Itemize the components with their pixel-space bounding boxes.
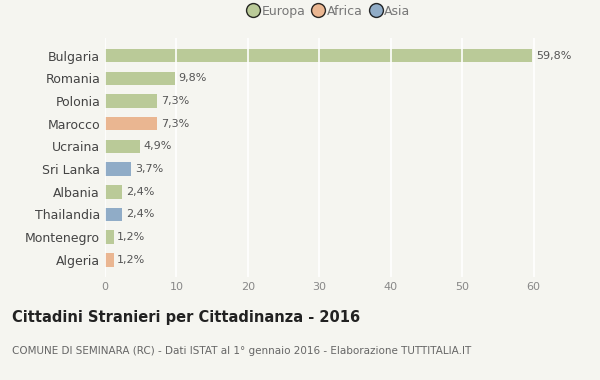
- Text: 3,7%: 3,7%: [135, 164, 163, 174]
- Bar: [105, 94, 157, 108]
- Text: 9,8%: 9,8%: [179, 73, 207, 83]
- Text: 7,3%: 7,3%: [161, 119, 189, 129]
- Bar: [105, 71, 175, 85]
- Bar: [105, 185, 122, 198]
- Bar: [105, 253, 113, 266]
- Bar: [105, 139, 140, 153]
- Text: 2,4%: 2,4%: [126, 187, 154, 197]
- Text: 59,8%: 59,8%: [536, 51, 571, 61]
- Text: COMUNE DI SEMINARA (RC) - Dati ISTAT al 1° gennaio 2016 - Elaborazione TUTTITALI: COMUNE DI SEMINARA (RC) - Dati ISTAT al …: [12, 346, 471, 356]
- Text: 1,2%: 1,2%: [117, 232, 145, 242]
- Text: 2,4%: 2,4%: [126, 209, 154, 219]
- Text: 1,2%: 1,2%: [117, 255, 145, 265]
- Bar: [105, 117, 157, 130]
- Text: Cittadini Stranieri per Cittadinanza - 2016: Cittadini Stranieri per Cittadinanza - 2…: [12, 310, 360, 325]
- Bar: [105, 207, 122, 221]
- Text: 7,3%: 7,3%: [161, 96, 189, 106]
- Bar: [105, 162, 131, 176]
- Bar: [105, 49, 532, 62]
- Bar: [105, 230, 113, 244]
- Legend: Europa, Africa, Asia: Europa, Africa, Asia: [247, 1, 413, 22]
- Text: 4,9%: 4,9%: [143, 141, 172, 151]
